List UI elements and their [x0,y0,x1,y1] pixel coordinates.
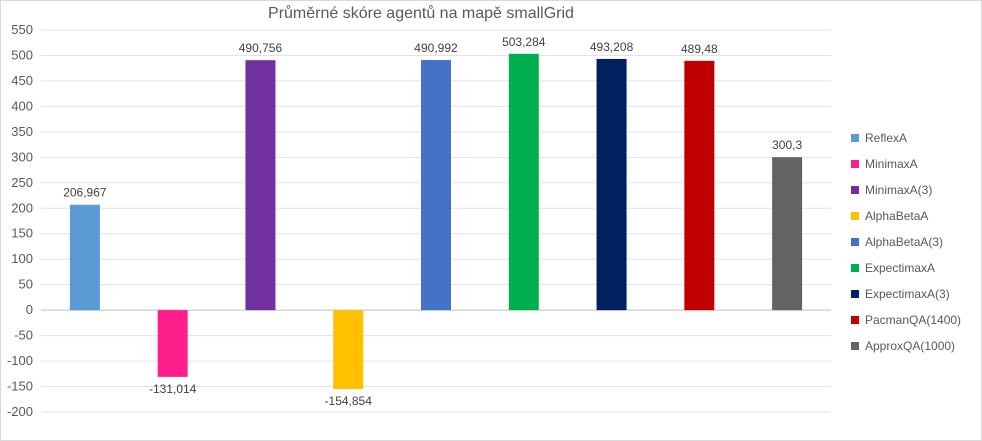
legend-label: ApproxQA(1000) [865,339,956,353]
data-label: -154,854 [325,394,373,408]
y-tick-label: 200 [11,200,33,215]
y-tick-label: 400 [11,98,33,113]
legend-item: MinimaxA(3) [851,177,961,203]
legend-item: PacmanQA(1400) [851,307,961,333]
legend-label: MinimaxA(3) [865,183,933,197]
bar [69,204,100,311]
legend-swatch [851,212,859,220]
legend-item: ReflexA [851,125,961,151]
bar [772,157,803,311]
legend-swatch [851,264,859,272]
y-tick-label: -50 [14,328,33,343]
legend-swatch [851,134,859,142]
y-tick-label: -200 [7,404,33,419]
data-label: 493,208 [590,40,634,54]
y-tick-label: -150 [7,379,33,394]
legend-item: AlphaBetaA [851,203,961,229]
legend-label: ExpectimaxA [865,261,936,275]
y-tick-label: 50 [19,277,33,292]
legend-label: ExpectimaxA(3) [865,287,950,301]
bars [69,53,803,390]
legend-swatch [851,160,859,168]
bar [333,310,364,390]
bar [508,53,539,311]
legend-swatch [851,186,859,194]
y-tick-label: 150 [11,226,33,241]
bar [245,60,276,311]
data-label: -131,014 [149,382,197,396]
y-tick-label: 350 [11,124,33,139]
y-tick-label: 250 [11,175,33,190]
legend-label: AlphaBetaA [865,209,929,223]
y-tick-label: 300 [11,149,33,164]
legend-item: ExpectimaxA [851,255,961,281]
legend-swatch [851,342,859,350]
y-tick-label: 450 [11,73,33,88]
legend-swatch [851,316,859,324]
data-label: 503,284 [502,35,546,49]
y-tick-label: 550 [11,22,33,37]
y-tick-label: 100 [11,251,33,266]
bar [421,60,451,311]
legend-item: ExpectimaxA(3) [851,281,961,307]
bar [596,58,627,311]
data-label: 206,967 [63,186,107,200]
data-label: 490,992 [414,41,458,55]
legend-item: AlphaBetaA(3) [851,229,961,255]
legend-swatch [851,238,859,246]
chart-title: Průměrné skóre agentů na mapě smallGrid [268,5,574,22]
data-labels: 206,967 -131,014 490,756 -154,854 490,992 503… [63,35,802,408]
data-label: 489,48 [681,42,718,56]
bar [684,60,715,311]
legend: ReflexA MinimaxA MinimaxA(3) AlphaBetaA Alph… [851,125,961,359]
y-tick-label: -100 [7,353,33,368]
y-axis-ticks: 550500450400350300250200150100500-50-100… [7,22,33,419]
y-tick-label: 0 [26,302,33,317]
legend-label: PacmanQA(1400) [865,313,962,327]
y-tick-label: 500 [11,47,33,62]
data-label: 300,3 [772,138,802,152]
legend-label: ReflexA [865,131,908,145]
legend-label: AlphaBetaA(3) [865,235,944,249]
data-label: 490,756 [239,41,283,55]
bar [157,310,188,377]
legend-swatch [851,290,859,298]
legend-item: MinimaxA [851,151,961,177]
legend-item: ApproxQA(1000) [851,333,961,359]
legend-label: MinimaxA [865,157,918,171]
